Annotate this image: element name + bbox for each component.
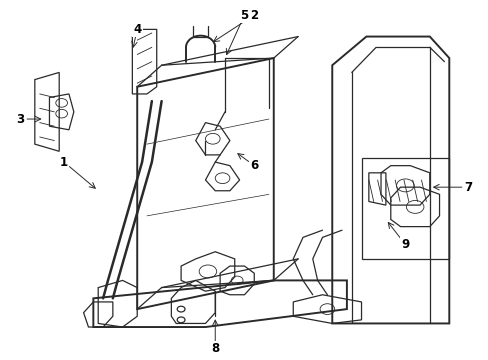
Text: 6: 6: [250, 159, 258, 172]
Text: 4: 4: [133, 23, 141, 36]
Text: 5: 5: [240, 9, 248, 22]
Text: 9: 9: [401, 238, 408, 251]
Text: 1: 1: [60, 156, 68, 168]
Text: 8: 8: [211, 342, 219, 355]
Text: 2: 2: [250, 9, 258, 22]
Text: 3: 3: [16, 113, 24, 126]
Text: 7: 7: [464, 181, 472, 194]
